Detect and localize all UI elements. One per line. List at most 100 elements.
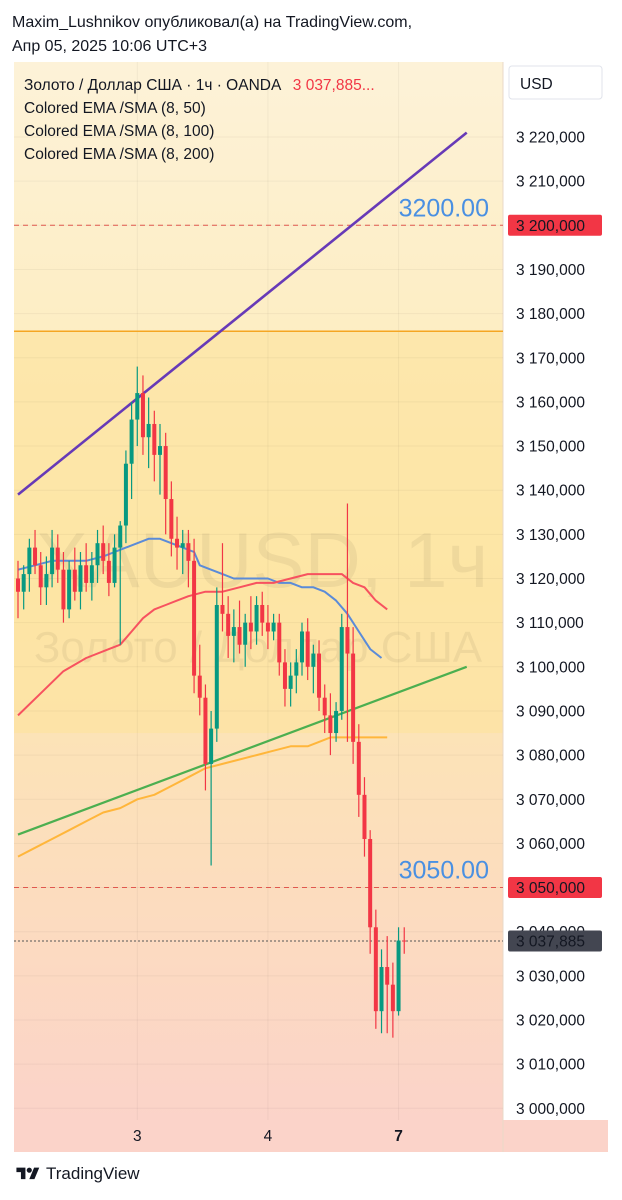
candle-body [129, 419, 134, 464]
candle [260, 591, 265, 636]
price-tag-label: 3 050,000 [516, 880, 585, 897]
candle-body [44, 574, 49, 588]
footer-brand: TradingView [46, 1164, 140, 1183]
candle-body [317, 653, 322, 698]
legend: Золото / Доллар США · 1ч · OANDA 3 037,8… [24, 77, 375, 163]
candle-body [339, 627, 344, 711]
legend-price: 3 037,885... [293, 77, 375, 94]
price-tick-label: 3 070,000 [516, 792, 585, 809]
price-tick-label: 3 150,000 [516, 439, 585, 456]
price-tick-label: 3 130,000 [516, 527, 585, 544]
candle [89, 552, 94, 601]
candle-body [288, 675, 293, 689]
candle [123, 450, 128, 544]
candle-body [248, 622, 253, 632]
candle [27, 538, 32, 592]
candle [67, 560, 72, 619]
candle [152, 410, 157, 482]
candle-body [118, 525, 123, 548]
candle-body [300, 631, 304, 663]
candle [33, 529, 38, 575]
candle-body [356, 741, 361, 795]
candle [231, 609, 236, 663]
candle [135, 366, 140, 447]
currency-label: USD [520, 76, 553, 93]
candle-body [334, 710, 339, 734]
candle-body [33, 547, 38, 566]
candle-body [38, 565, 43, 588]
price-tick-label: 3 110,000 [516, 615, 584, 632]
candle [317, 640, 322, 711]
candle [209, 710, 214, 866]
time-tick-label: 3 [133, 1128, 142, 1145]
price-tick-label: 3 180,000 [516, 306, 585, 323]
candle [180, 529, 185, 575]
candle [95, 529, 100, 583]
channel-line [17, 131, 468, 496]
candle [140, 375, 145, 455]
candle-body [351, 653, 356, 742]
candle-body [89, 565, 94, 583]
candles [16, 366, 407, 1038]
candle-body [106, 560, 111, 583]
time-tick-label: 7 [394, 1128, 403, 1145]
candle [175, 516, 180, 570]
price-tick-label: 3 020,000 [516, 1013, 585, 1030]
candle-body [345, 627, 350, 654]
candle-body [21, 574, 26, 592]
drawing-layer [14, 131, 503, 942]
candle [294, 649, 299, 694]
candle-body [152, 423, 157, 455]
candle [55, 534, 60, 583]
candle-body [214, 604, 219, 729]
candle [146, 397, 151, 469]
candle-body [140, 393, 145, 438]
candle [61, 552, 66, 623]
candle-body [311, 653, 316, 667]
candle [345, 503, 350, 742]
price-tick-label: 3 060,000 [516, 836, 585, 853]
candle [322, 684, 327, 734]
price-tick-label: 3 080,000 [516, 748, 585, 765]
candle-body [231, 627, 236, 636]
price-tag-label: 3 037,885 [516, 934, 585, 951]
publish-date: Апр 05, 2025 10:06 UTC+3 [12, 38, 208, 55]
candle-body [78, 565, 83, 592]
candle [169, 481, 174, 557]
time-axis-background [14, 1120, 608, 1152]
candle-body [368, 838, 373, 928]
currency-button[interactable]: USD [508, 65, 603, 100]
candle [339, 613, 344, 720]
ema200-line [17, 736, 388, 858]
candle [72, 547, 77, 601]
price-tag: 3 037,885 [508, 930, 602, 952]
time-tick-label: 4 [264, 1128, 273, 1145]
price-annotation: 3200.00 [399, 194, 489, 222]
candle [351, 627, 356, 764]
price-annotation: 3050.00 [399, 857, 489, 885]
price-tag-label: 3 200,000 [516, 218, 585, 235]
candle [396, 927, 401, 1016]
candle-body [220, 604, 225, 614]
candle [356, 724, 361, 817]
candle [265, 604, 270, 650]
candle [186, 529, 191, 588]
candle-body [209, 728, 214, 764]
candle-body [186, 543, 191, 561]
candle [311, 644, 316, 694]
level-zone [14, 331, 503, 734]
tradingview-logo-icon [16, 1167, 40, 1180]
price-tick-label: 3 090,000 [516, 703, 585, 720]
candle [203, 684, 208, 791]
candle-body [50, 547, 55, 575]
candle-body [16, 578, 20, 592]
candle [118, 521, 123, 645]
candle [385, 936, 390, 1034]
candle [254, 596, 259, 645]
candle-body [169, 499, 174, 539]
candle-body [305, 631, 310, 667]
price-tick-label: 3 210,000 [516, 174, 585, 191]
candle-body [402, 940, 407, 942]
candle [282, 649, 287, 707]
